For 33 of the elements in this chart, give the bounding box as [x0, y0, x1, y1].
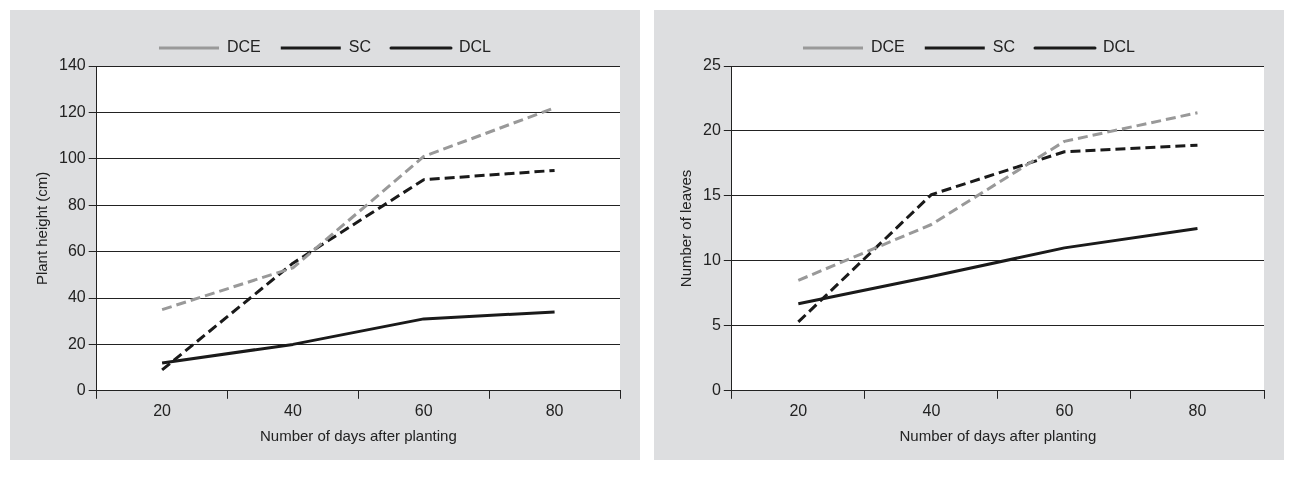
y-tick-label: 25	[703, 56, 721, 74]
y-tick-label: 0	[711, 381, 721, 399]
y-tick-label: 80	[67, 195, 86, 213]
y-tick-label: 5	[711, 316, 721, 334]
y-tick-label: 20	[67, 334, 86, 352]
y-tick-label: 140	[58, 56, 86, 74]
legend-label: DCE	[226, 38, 261, 56]
x-axis-title: Number of days after planting	[259, 427, 457, 445]
legend-label: DCL	[459, 38, 492, 56]
legend-label: DCL	[1103, 38, 1136, 56]
x-tick-label: 40	[284, 401, 302, 419]
x-tick-label: 80	[545, 401, 564, 419]
y-tick-label: 20	[703, 121, 721, 139]
y-tick-label: 100	[58, 149, 86, 167]
x-tick-label: 20	[789, 401, 808, 419]
x-tick-label: 60	[414, 401, 433, 419]
line-series	[796, 111, 1199, 282]
x-axis-title: Number of days after planting	[899, 427, 1097, 445]
legend-label: SC	[348, 38, 372, 56]
x-tick-label: 20	[153, 401, 172, 419]
legend-label: SC	[992, 38, 1016, 56]
y-tick-label: 120	[58, 102, 86, 120]
y-tick-label: 10	[703, 251, 721, 269]
y-axis-title: Number of leaves	[677, 169, 695, 288]
x-tick-label: 40	[922, 401, 941, 419]
y-axis-title: Plant height (cm)	[33, 171, 51, 286]
y-tick-label: 40	[67, 288, 86, 306]
x-tick-label: 80	[1188, 401, 1207, 419]
legend-label: DCE	[870, 38, 905, 56]
x-tick-label: 60	[1055, 401, 1074, 419]
y-tick-label: 60	[67, 242, 86, 260]
y-tick-label: 15	[703, 186, 721, 204]
y-tick-label: 0	[76, 381, 86, 399]
